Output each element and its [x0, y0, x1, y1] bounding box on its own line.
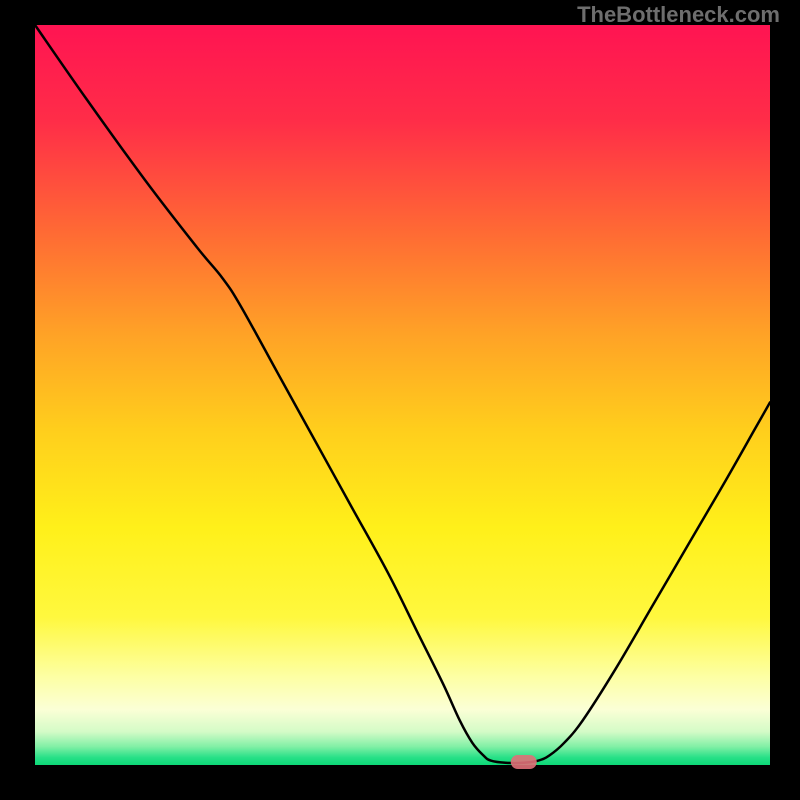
optimal-point-marker: [511, 755, 537, 769]
plot-area: [35, 25, 770, 765]
bottleneck-chart: TheBottleneck.com: [0, 0, 800, 800]
chart-svg: [0, 0, 800, 800]
